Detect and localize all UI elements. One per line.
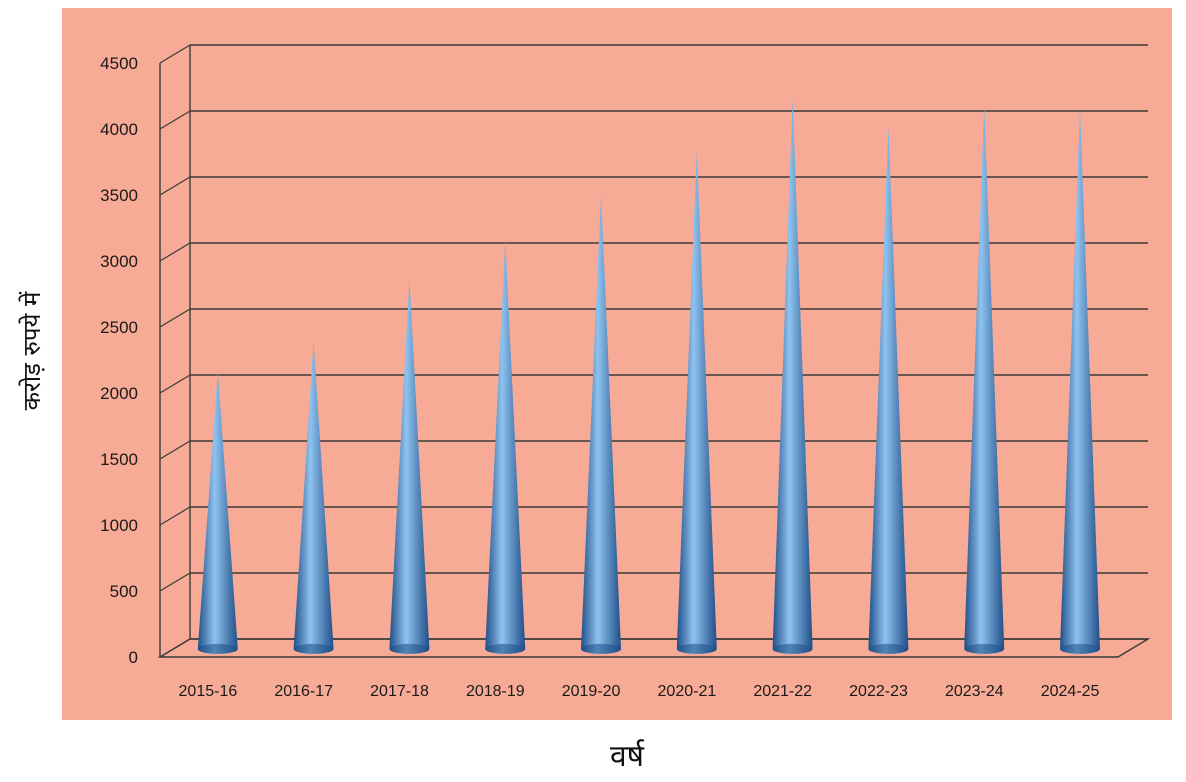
- bar: [197, 372, 238, 654]
- cone-body: [581, 193, 621, 654]
- y-tick-label: 2500: [100, 318, 138, 337]
- cone-body: [772, 97, 813, 654]
- cone-body: [964, 105, 1005, 654]
- x-tick-label: 2022-23: [849, 683, 908, 700]
- x-axis-title: वर्ष: [610, 739, 645, 774]
- cone-base: [485, 643, 526, 654]
- cone-body: [676, 150, 717, 654]
- cone-base: [389, 643, 430, 654]
- bar: [581, 193, 621, 654]
- gridline-side: [159, 44, 191, 64]
- bar: [485, 240, 526, 654]
- bar: [389, 278, 430, 654]
- y-tick-label: 4000: [100, 120, 138, 139]
- bar: [676, 150, 717, 654]
- bar: [1060, 109, 1100, 654]
- cone-base: [868, 643, 909, 654]
- y-axis-title: करोड़ रुपये में: [18, 291, 46, 410]
- x-tick-label: 2021-22: [753, 683, 812, 700]
- cone-body: [197, 372, 238, 654]
- gridline-side: [159, 308, 191, 328]
- bar: [964, 105, 1005, 654]
- x-tick-label: 2016-17: [274, 683, 333, 700]
- y-tick-label: 4500: [100, 54, 138, 73]
- cone-body: [868, 125, 909, 654]
- y-tick-label: 2000: [100, 384, 138, 403]
- cone-base: [1060, 643, 1100, 654]
- cone-base: [197, 643, 238, 654]
- y-tick-labels: 0 500 1000 1500 2000 2500 3000 3500 4000 4500: [100, 54, 138, 667]
- bar: [868, 125, 909, 654]
- gridline-side: [159, 110, 191, 130]
- y-tick-label: 0: [129, 648, 138, 667]
- cone-base: [581, 643, 621, 654]
- cone-base: [772, 643, 813, 654]
- x-tick-label: 2020-21: [658, 683, 717, 700]
- x-tick-label: 2017-18: [370, 683, 429, 700]
- floor: [157, 638, 1151, 658]
- y-tick-label: 1500: [100, 450, 138, 469]
- x-tick-labels: 2015-16 2016-17 2017-18 2018-19 2019-20 2020-…: [179, 683, 1100, 700]
- cone-body: [485, 240, 526, 654]
- y-tick-label: 3500: [100, 186, 138, 205]
- gridline-side: [159, 440, 191, 460]
- cone-body: [389, 278, 430, 654]
- cone-base: [293, 643, 334, 654]
- x-tick-label: 2023-24: [945, 683, 1004, 700]
- bars: [197, 97, 1100, 654]
- gridline-side: [159, 506, 191, 526]
- gridline-side: [159, 176, 191, 196]
- y-tick-label: 1000: [100, 516, 138, 535]
- x-tick-label: 2019-20: [562, 683, 621, 700]
- cone-body: [1060, 109, 1100, 654]
- x-tick-label: 2018-19: [466, 683, 525, 700]
- y-tick-label: 500: [110, 582, 138, 601]
- bar: [293, 341, 334, 654]
- x-tick-label: 2024-25: [1041, 683, 1100, 700]
- cone-base: [676, 643, 717, 654]
- cone-body: [293, 341, 334, 654]
- y-tick-label: 3000: [100, 252, 138, 271]
- gridline-side: [159, 374, 191, 394]
- cone-base: [964, 643, 1005, 654]
- gridline-side: [159, 242, 191, 262]
- gridline-side: [159, 572, 191, 592]
- x-tick-label: 2015-16: [179, 683, 238, 700]
- bar: [772, 97, 813, 654]
